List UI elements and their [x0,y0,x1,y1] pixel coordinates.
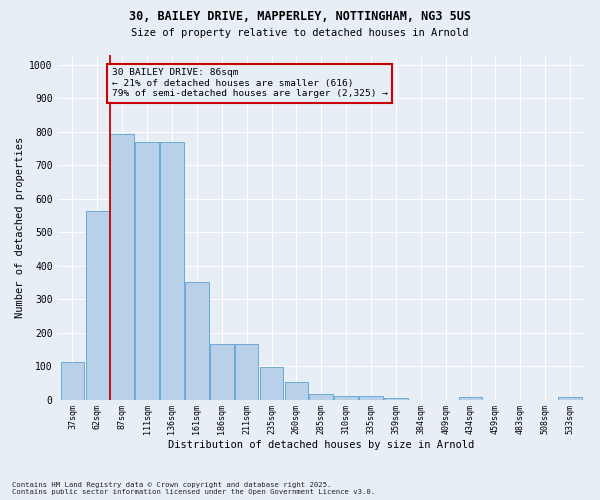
Y-axis label: Number of detached properties: Number of detached properties [15,136,25,318]
Bar [235,344,259,400]
Text: Size of property relative to detached houses in Arnold: Size of property relative to detached ho… [131,28,469,38]
Text: Contains HM Land Registry data © Crown copyright and database right 2025.
Contai: Contains HM Land Registry data © Crown c… [12,482,375,495]
Bar [359,396,383,400]
Bar [210,344,233,400]
Bar [86,210,109,400]
Bar [260,367,283,400]
Bar [185,282,209,400]
Bar [384,398,408,400]
Text: 30, BAILEY DRIVE, MAPPERLEY, NOTTINGHAM, NG3 5US: 30, BAILEY DRIVE, MAPPERLEY, NOTTINGHAM,… [129,10,471,23]
Bar [61,362,84,400]
Bar [284,382,308,400]
X-axis label: Distribution of detached houses by size in Arnold: Distribution of detached houses by size … [168,440,475,450]
Text: 30 BAILEY DRIVE: 86sqm
← 21% of detached houses are smaller (616)
79% of semi-de: 30 BAILEY DRIVE: 86sqm ← 21% of detached… [112,68,388,98]
Bar [334,396,358,400]
Bar [558,397,582,400]
Bar [135,142,159,400]
Bar [310,394,333,400]
Bar [160,142,184,400]
Bar [110,134,134,400]
Bar [459,397,482,400]
